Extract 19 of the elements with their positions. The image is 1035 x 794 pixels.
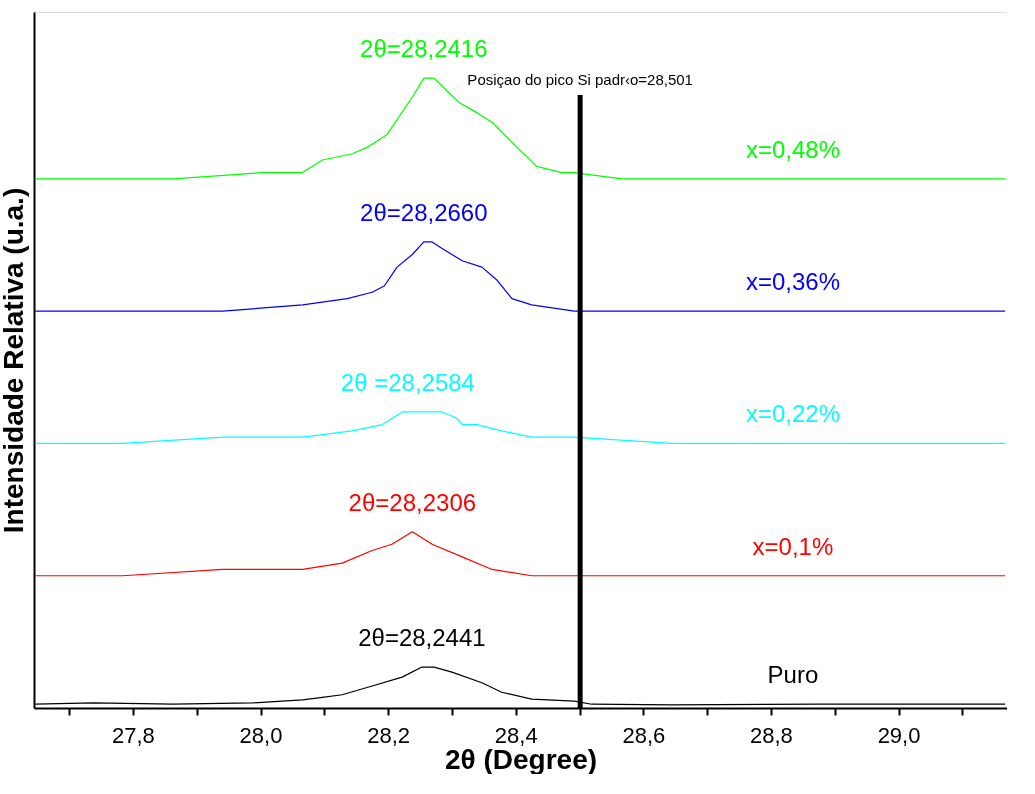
x-tick-label: 28,2	[367, 722, 411, 748]
series-label: x=0,1%	[752, 532, 834, 560]
x-tick-label: 28,4	[494, 722, 538, 748]
annotation: 2θ=28,2306	[348, 488, 477, 516]
annotation: 2θ=28,2660	[360, 198, 488, 226]
series-label: Puro	[767, 661, 819, 689]
ref-line-label: Posiçao do pico Si padr‹o=28,501	[467, 71, 693, 88]
series-label: x=0,22%	[745, 400, 840, 428]
annotation: 2θ=28,2441	[358, 624, 486, 652]
annotation: 2θ=28,2416	[360, 35, 488, 63]
series-label: x=0,36%	[745, 268, 840, 296]
x-tick-label: 28,8	[750, 722, 793, 748]
x-tick-label: 27,8	[111, 722, 155, 748]
y-axis-title: Intensidade Relativa (u.a.)	[0, 187, 29, 534]
x-tick-label: 28,6	[622, 722, 666, 748]
annotation: 2θ =28,2584	[340, 368, 475, 396]
series-label: x=0,48%	[745, 135, 840, 163]
x-tick-label: 28,0	[239, 722, 283, 748]
x-tick-label: 29,0	[877, 722, 921, 748]
